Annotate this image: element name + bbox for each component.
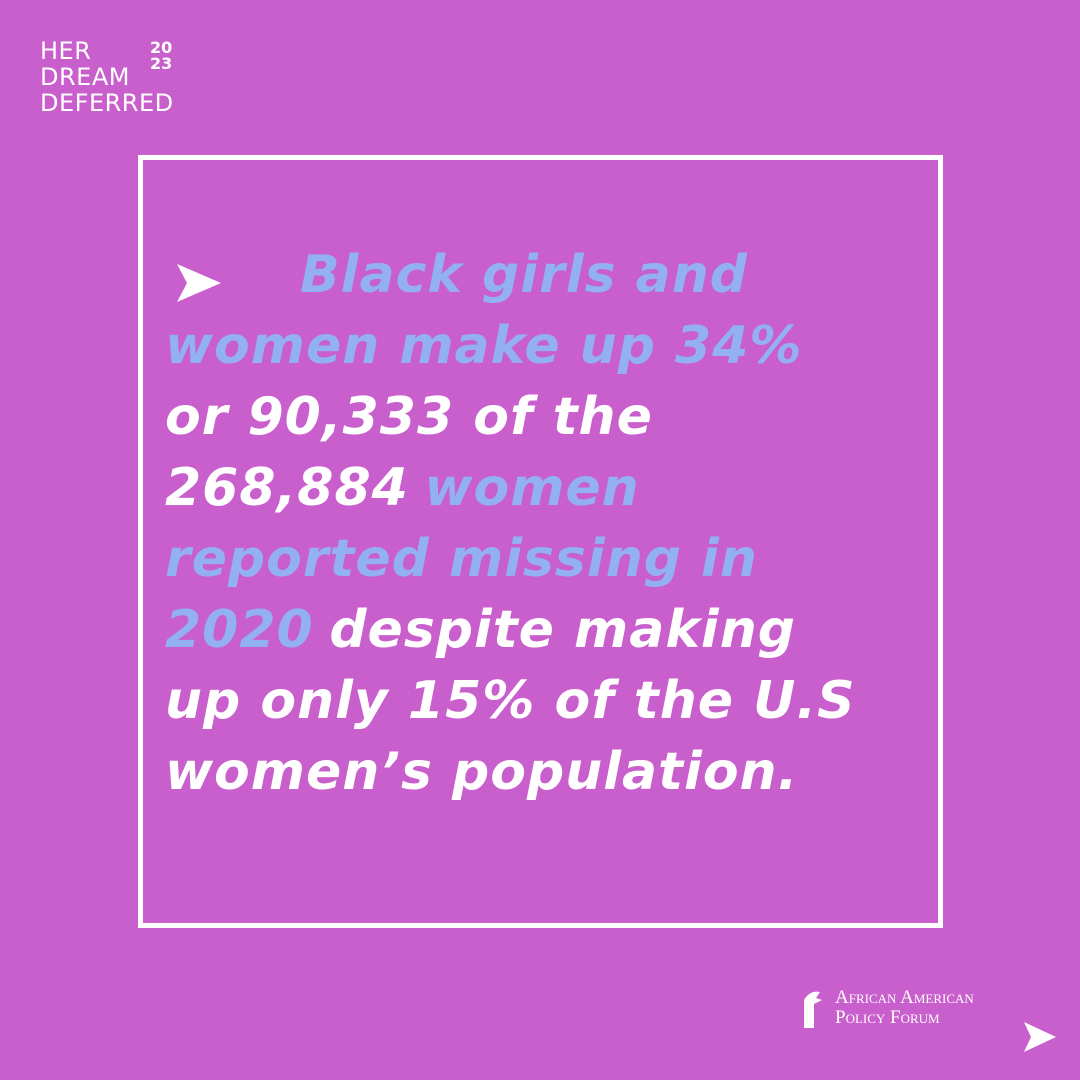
logo-line: HER <box>40 37 92 65</box>
campaign-year: 20 23 <box>150 40 172 72</box>
statement-line: Black girls and <box>165 240 856 311</box>
statement-line: 2020 despite making <box>165 595 856 666</box>
statement-line: reported missing in <box>165 524 856 595</box>
statement-line: women’s population. <box>165 737 856 808</box>
year-part: 23 <box>150 54 173 73</box>
statement-line: women make up 34% <box>165 311 856 382</box>
statement-segment: 2020 <box>165 600 314 660</box>
logo-line: DEFERRED <box>40 89 174 117</box>
year-part: 20 <box>150 38 173 57</box>
statement-segment: women <box>424 458 640 518</box>
statement-line: up only 15% of the U.S <box>165 666 856 737</box>
statement-segment: up only 15% of the U.S <box>165 671 856 731</box>
statement-segment: reported missing in <box>165 529 758 589</box>
org-emblem <box>804 991 822 1028</box>
statement-segment: despite making <box>329 600 796 660</box>
org-line: Policy Forum <box>835 1007 940 1028</box>
statement-segment: women make up 34% <box>165 316 803 376</box>
statement-segment: 268,884 <box>165 458 409 518</box>
statement-segment: women’s population. <box>165 742 799 802</box>
campaign-logo: HER DREAM DEFERRED <box>40 38 174 116</box>
statement-line: or 90,333 of the <box>165 382 856 453</box>
next-arrow <box>1024 1022 1056 1052</box>
statement-line: 268,884 women <box>165 453 856 524</box>
statement-segment: or 90,333 of the <box>165 387 653 447</box>
org-line: African American <box>835 987 974 1008</box>
statement: Black girls and women make up 34% or 90,33… <box>165 240 856 808</box>
statement-segment: Black girls and <box>300 245 748 305</box>
logo-line: DREAM <box>40 63 130 91</box>
arrow-icon <box>177 264 221 302</box>
frame <box>138 155 943 928</box>
organization-logo: African American Policy Forum <box>835 988 974 1028</box>
